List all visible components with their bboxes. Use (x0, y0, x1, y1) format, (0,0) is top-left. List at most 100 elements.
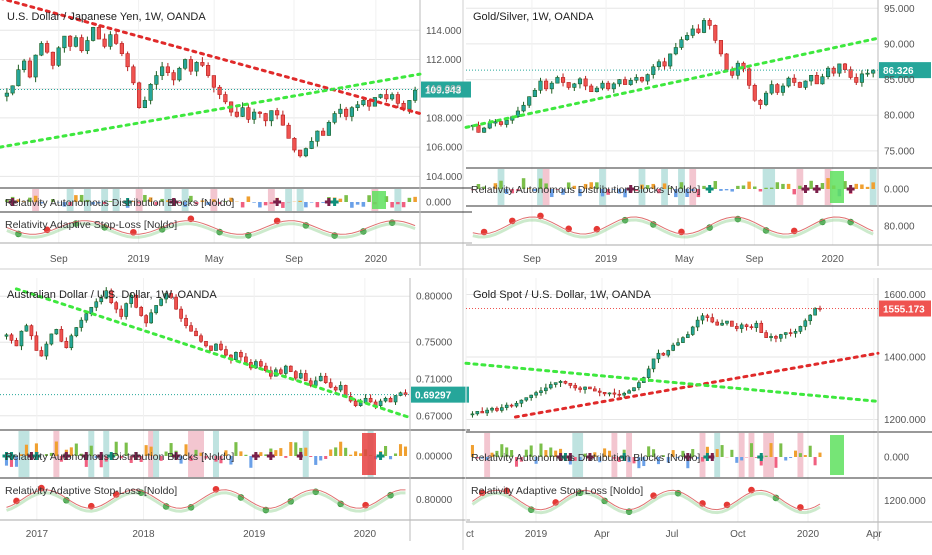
candle (339, 385, 342, 390)
distribution-bar (249, 456, 252, 468)
candle (774, 336, 777, 338)
candle (764, 93, 767, 104)
candle (234, 352, 237, 359)
candle (264, 114, 268, 121)
candle (70, 336, 73, 348)
candle (765, 333, 768, 338)
candle (314, 381, 317, 386)
latest-block-highlight (830, 435, 844, 475)
x-tick-label: Sep (746, 254, 764, 265)
distribution-bar (784, 457, 787, 461)
price-tick-label: 0.75000 (416, 338, 453, 349)
distribution-bar (792, 189, 795, 194)
distribution-band (394, 189, 401, 211)
candle (482, 128, 485, 132)
candle (224, 350, 227, 356)
chart-panel-3[interactable]: 0.692970.800000.750000.710000.67000Austr… (0, 278, 470, 541)
cross-marker (327, 198, 330, 206)
candle (310, 141, 314, 148)
price-tick-label: 1200.000 (884, 415, 926, 426)
candle (155, 305, 158, 312)
candle (520, 400, 523, 403)
x-tick-label: Jul (666, 529, 679, 540)
cross-marker (276, 198, 279, 206)
distribution-bar (239, 451, 242, 456)
distribution-bar (702, 186, 705, 189)
candle (28, 61, 32, 77)
candle (776, 85, 779, 93)
distribution-bar (740, 457, 743, 460)
candle (324, 376, 327, 382)
distribution-bar (719, 189, 722, 191)
distribution-bar (309, 456, 312, 457)
candle (696, 320, 699, 327)
distribution-bar (390, 202, 394, 208)
cross-marker (333, 198, 336, 206)
candle (150, 313, 153, 323)
price-tick-label: 90.000 (884, 39, 915, 50)
candle (549, 385, 552, 388)
candle (792, 78, 795, 82)
candle (68, 36, 72, 46)
distribution-bar (764, 188, 767, 189)
candle (25, 326, 28, 332)
distribution-bar (787, 184, 790, 189)
candle (623, 393, 626, 395)
distribution-bar (770, 443, 773, 457)
distribution-bar (344, 195, 348, 202)
candle (662, 353, 665, 355)
trendline-green[interactable] (16, 289, 410, 418)
price-tick-label: 95.000 (884, 4, 915, 15)
distribution-bar (349, 455, 352, 456)
candle (95, 302, 98, 308)
distribution-bar (270, 202, 274, 204)
candle (595, 88, 598, 92)
candle (584, 387, 587, 390)
candle (244, 357, 247, 363)
candle (394, 396, 397, 402)
candle (284, 366, 287, 373)
indicator-1-tick: 0.000 (884, 185, 909, 196)
candle (80, 320, 83, 327)
candle (550, 83, 553, 89)
candle (510, 405, 513, 406)
candle (239, 352, 242, 357)
distribution-bar (814, 457, 817, 465)
candle (719, 40, 722, 54)
distribution-bar (804, 455, 807, 457)
candle (359, 403, 362, 406)
candle (209, 346, 212, 351)
distribution-bar (314, 456, 317, 465)
candle (204, 341, 207, 346)
candle (527, 97, 530, 106)
distribution-bar (730, 189, 733, 192)
chart-title: Gold/Silver, 1W, OANDA (473, 11, 594, 23)
candle (584, 79, 587, 86)
candle (530, 395, 533, 398)
distribution-bar (860, 184, 863, 189)
candle (787, 78, 790, 86)
chart-panel-2[interactable]: 86.32695.00090.00085.00080.00075.000Gold… (466, 0, 932, 266)
distribution-band (768, 169, 775, 205)
candle (725, 54, 728, 70)
x-tick-label: 2020 (822, 254, 845, 265)
candle (588, 387, 591, 389)
candle (809, 315, 812, 321)
chart-panel-1[interactable]: 109.943114.000112.000110.000108.000106.0… (0, 0, 472, 266)
distribution-bar (244, 455, 247, 456)
candle (561, 77, 564, 82)
candle (143, 100, 147, 107)
distribution-bar (413, 197, 417, 202)
candle (646, 75, 649, 81)
distribution-bar (252, 202, 256, 203)
price-tick-label: 108.000 (426, 113, 463, 124)
candle (408, 100, 412, 109)
candle (214, 344, 217, 350)
trendline-green[interactable] (0, 74, 420, 147)
candle (701, 316, 704, 320)
indicator-2-label: Relativity Adaptive Stop-Loss [Noldo] (5, 219, 177, 231)
candle (287, 125, 291, 138)
candle (569, 383, 572, 385)
indicator-1-tick: 0.00000 (416, 452, 453, 463)
